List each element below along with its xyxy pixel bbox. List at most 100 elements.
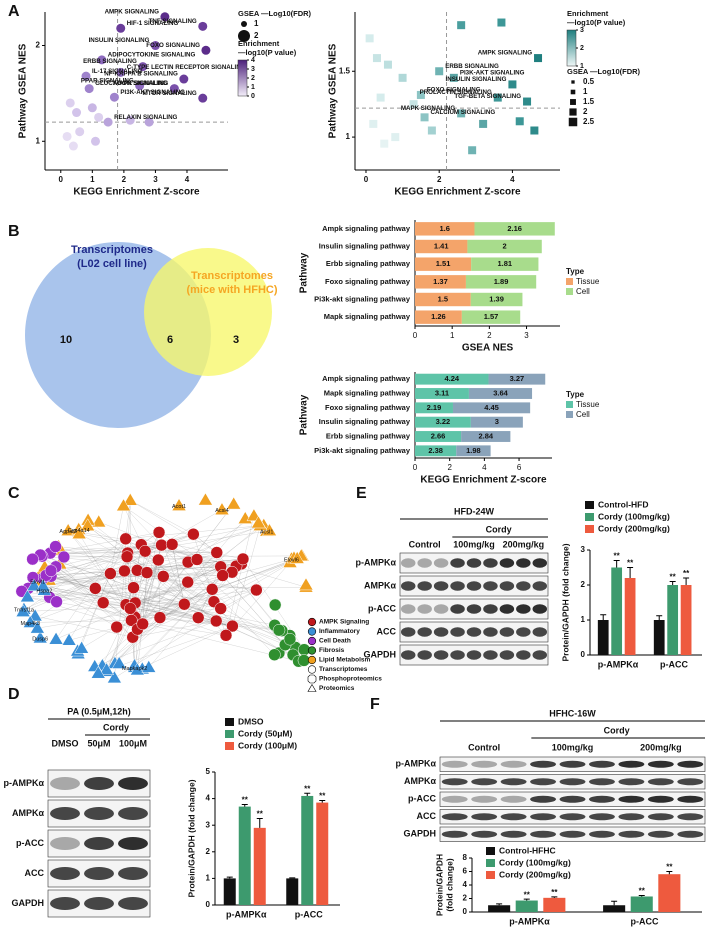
- bar-value-label: 2.66: [431, 431, 446, 440]
- error-bar: [551, 896, 558, 898]
- legend-label: Control-HFHC: [499, 845, 556, 855]
- panel-letter: B: [8, 223, 20, 240]
- point: [179, 74, 189, 84]
- x-tick-label: 2: [437, 175, 442, 184]
- bar-segment: [415, 402, 453, 414]
- blot-group: Cordy: [103, 722, 129, 732]
- network-node: [219, 629, 233, 642]
- network-edge: [142, 572, 148, 624]
- network-edge: [87, 525, 188, 583]
- network-node: [127, 581, 140, 594]
- blot-group: Cordy: [486, 524, 512, 534]
- network-node: [187, 527, 200, 541]
- colorbar-label: 3: [251, 66, 255, 73]
- blot-band: [677, 760, 704, 768]
- network-node-label: Elovl1: [30, 579, 45, 585]
- point-label: CALCIUM SIGNALING: [431, 109, 496, 116]
- x-tick-label: 1: [90, 175, 95, 184]
- x-axis-label: KEGG Enrichment Z-score: [420, 475, 547, 486]
- bar-value-label: 1.6: [440, 224, 450, 233]
- y-tick-label: 4: [463, 880, 468, 889]
- point: [479, 119, 488, 128]
- network-node: [129, 662, 145, 676]
- size-legend-mark: [571, 80, 575, 84]
- blot-band: [677, 830, 704, 838]
- blot-condition: PA (0.5μM,12h): [67, 706, 131, 716]
- point: [372, 54, 381, 63]
- blot-band: [677, 778, 704, 786]
- network-node: [110, 620, 123, 634]
- significance-label: **: [524, 890, 531, 899]
- blot-band: [450, 581, 465, 591]
- bar-segment: [415, 222, 475, 236]
- point-label: PI3K-AKT SIGNALING: [460, 69, 525, 76]
- network-node: [198, 492, 213, 506]
- blot-lane-label: 200mg/kg: [640, 742, 682, 752]
- x-tick-label: 3: [153, 175, 158, 184]
- category-label: Foxo signaling pathway: [325, 403, 411, 412]
- legend-label: Inflammatory: [319, 628, 360, 635]
- network-edge: [130, 500, 194, 535]
- network-edge: [134, 608, 221, 618]
- y-axis-label: Pathway GSEA NES: [328, 43, 339, 138]
- blot-band: [618, 778, 645, 786]
- blot-lane-label: 50μM: [87, 738, 110, 748]
- point: [365, 34, 374, 43]
- blot-band: [559, 830, 586, 838]
- blot-band: [618, 795, 645, 803]
- point-label: PROLACTIN SIGNALING: [420, 89, 492, 96]
- category-label: Pi3k-akt signaling pathway: [314, 446, 411, 455]
- blot-band: [433, 558, 449, 568]
- network-edge: [187, 525, 264, 583]
- blot-band: [466, 558, 482, 568]
- legend-title: Type: [566, 267, 585, 276]
- point: [383, 60, 392, 69]
- point: [116, 23, 126, 33]
- network-edge: [95, 588, 282, 631]
- legend-shape: [307, 646, 317, 655]
- blot-protein-label: GAPDH: [363, 649, 396, 659]
- network-node: [122, 492, 138, 506]
- blot-band: [530, 795, 557, 803]
- blot-band: [483, 627, 498, 637]
- point: [94, 112, 104, 122]
- bar: [253, 827, 266, 905]
- network-edge: [77, 538, 126, 652]
- size-legend-mark: [238, 30, 250, 42]
- blot-lane-label: 200mg/kg: [503, 539, 545, 549]
- legend-label: Cordy (200mg/kg): [598, 523, 670, 533]
- network-node: [140, 566, 154, 579]
- blot-band: [118, 807, 148, 820]
- blot-band: [433, 627, 449, 637]
- y-tick-label: 6: [463, 867, 468, 876]
- size-legend-label: 1: [254, 19, 259, 28]
- point-label: TNF SIGNALING: [149, 18, 197, 25]
- blot-band: [559, 778, 586, 786]
- network-edge: [126, 556, 136, 603]
- blot-group: Cordy: [604, 725, 630, 735]
- error-bar: [304, 792, 311, 796]
- blot-band: [516, 581, 531, 591]
- bar-segment: [415, 275, 466, 289]
- y-axis-label: Pathway: [299, 394, 310, 435]
- network-edge: [171, 544, 185, 605]
- network-edge: [40, 554, 134, 588]
- y-axis-label: Pathway GSEA NES: [18, 43, 29, 138]
- blot-band: [647, 778, 674, 786]
- blot-band: [500, 813, 527, 821]
- blot-lane-label: DMSO: [52, 738, 79, 748]
- network-edge: [102, 556, 128, 603]
- venn-count: 10: [60, 334, 72, 346]
- legend-swatch: [566, 401, 573, 408]
- network-edge: [103, 602, 185, 605]
- network-edge: [137, 570, 257, 591]
- blot-protein-label: ACC: [25, 868, 45, 878]
- legend-label: Cordy (100μM): [238, 740, 297, 750]
- point: [457, 21, 466, 30]
- blot-band: [118, 777, 148, 790]
- blot-band: [441, 778, 468, 786]
- network-edge: [126, 556, 215, 602]
- y-tick-label: 0: [206, 900, 211, 909]
- y-tick-label: 4: [206, 794, 211, 803]
- point-label: TGF-BETA SIGNALING: [454, 93, 521, 100]
